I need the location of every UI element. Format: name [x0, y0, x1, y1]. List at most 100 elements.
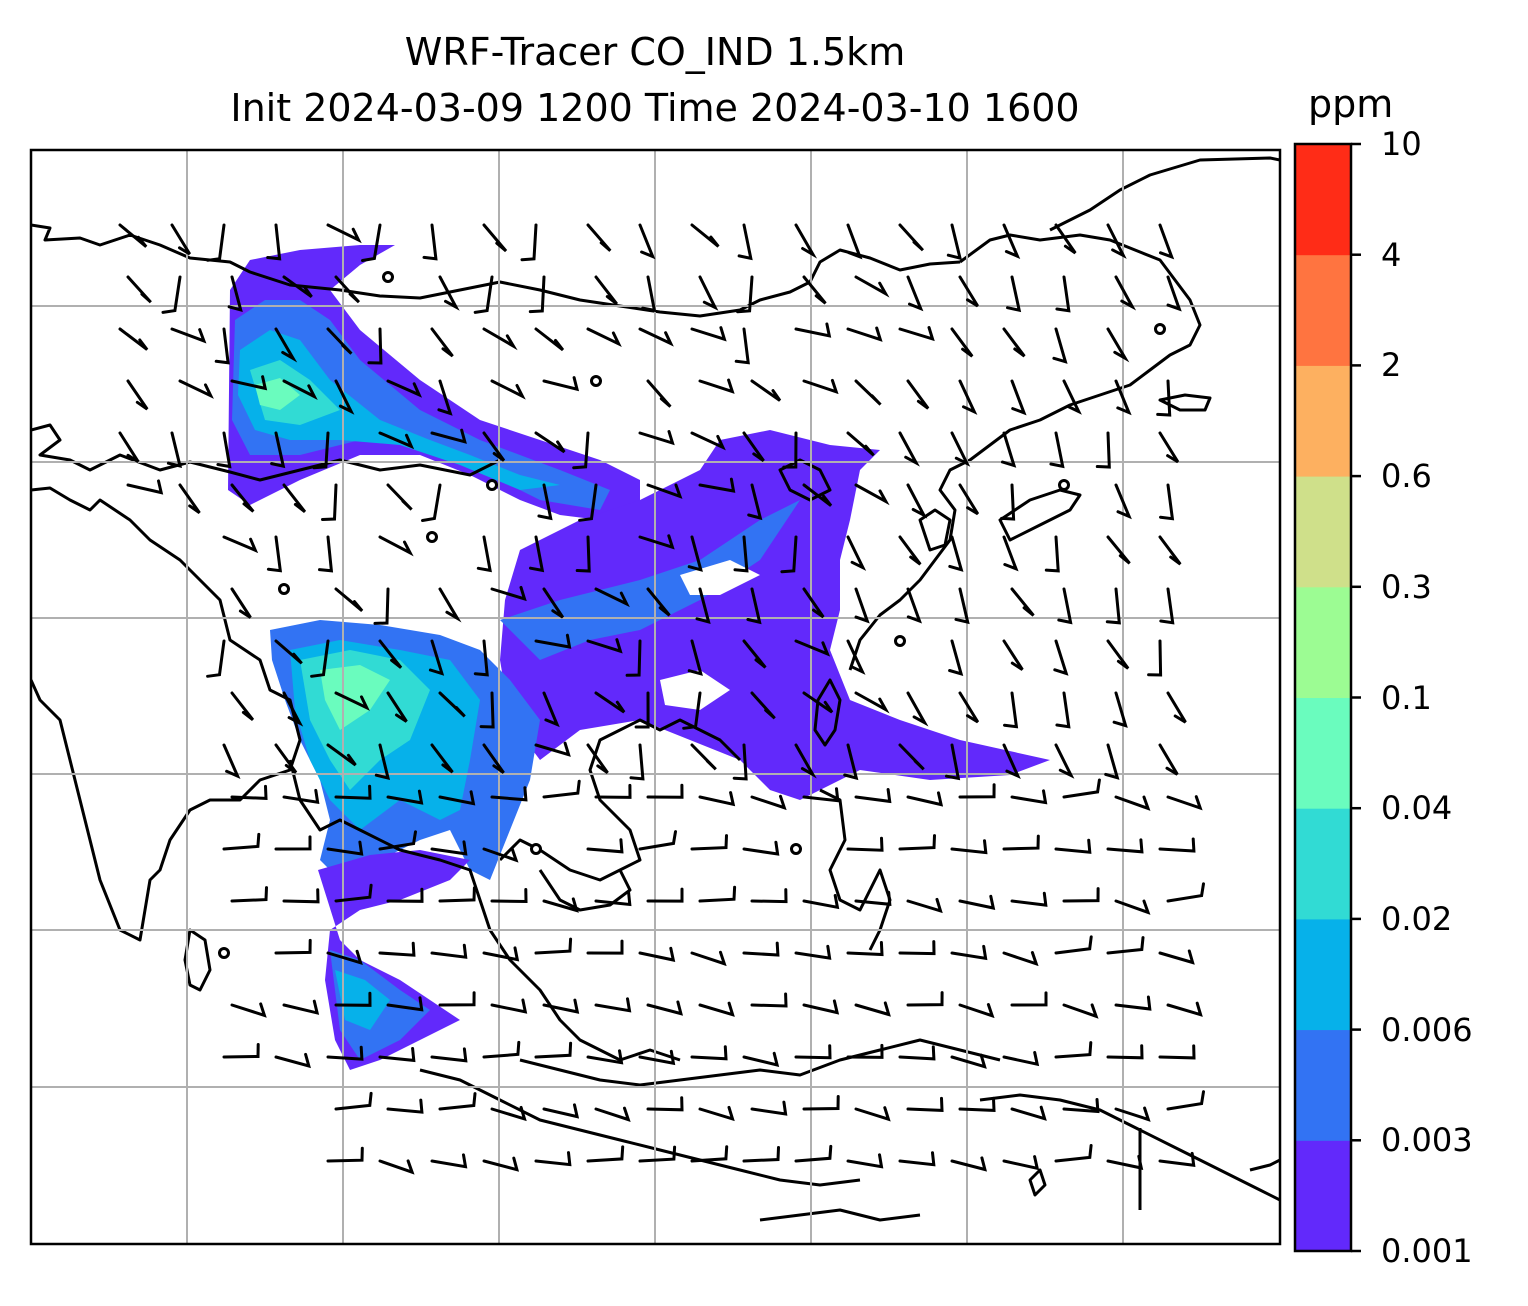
wind-barb: [386, 789, 424, 805]
wind-barb: [321, 483, 338, 521]
wind-barb: [230, 483, 255, 513]
wind-barb: [1002, 327, 1026, 358]
colorbar-tick-label: 0.02: [1381, 899, 1453, 938]
colorbar-segment: [1295, 586, 1351, 698]
wind-barb: [732, 743, 748, 781]
wind-barb: [1158, 837, 1196, 853]
colorbar-segment: [1295, 697, 1351, 809]
wind-barb: [282, 483, 307, 513]
wind-barb: [1106, 639, 1130, 670]
wind-barb: [906, 275, 924, 312]
wind-barb: [958, 894, 996, 910]
calm-marker: [1058, 479, 1070, 491]
wind-barb: [846, 431, 875, 457]
wind-barb: [906, 897, 943, 914]
wind-barb: [906, 483, 928, 519]
wind-barb: [802, 691, 834, 714]
wind-barb: [230, 375, 268, 391]
wind-barb: [638, 534, 675, 550]
wind-barb: [742, 431, 765, 463]
wind-barb: [586, 939, 624, 955]
wind-barb: [958, 691, 980, 724]
wind-barb: [422, 223, 438, 261]
wind-barb: [1001, 431, 1017, 468]
wind-barb: [1106, 535, 1131, 565]
wind-barb: [802, 275, 827, 305]
colorbar-segment: [1295, 476, 1351, 588]
wind-barb: [282, 788, 320, 804]
wind-barb: [629, 743, 645, 781]
wind-barb: [438, 991, 476, 1007]
wind-barb: [906, 1096, 944, 1112]
wind-barb: [746, 587, 762, 625]
wind-barb: [958, 275, 979, 308]
wind-barb: [638, 1049, 676, 1066]
wind-barb: [438, 691, 466, 718]
wind-barb: [906, 691, 929, 727]
wind-barb: [430, 1047, 468, 1063]
wind-barb: [698, 1105, 735, 1122]
wind-barb: [846, 1153, 884, 1169]
wind-barb: [586, 838, 624, 854]
wind-barb: [945, 743, 961, 781]
wind-barb: [646, 887, 684, 903]
wind-barb: [1062, 1003, 1099, 1019]
wind-barb: [898, 223, 925, 252]
wind-barb: [846, 326, 883, 342]
wind-barb: [1106, 1044, 1144, 1060]
wind-barb: [542, 691, 560, 728]
wind-barb: [170, 327, 207, 344]
wind-barb: [854, 788, 892, 804]
wind-barb: [537, 483, 553, 521]
wind-barb: [430, 1153, 468, 1169]
wind-barb: [594, 997, 632, 1013]
wind-barb: [1114, 1106, 1151, 1122]
wind-barb: [698, 791, 736, 807]
calm-wind-markers: [218, 271, 1166, 959]
wind-barb: [378, 941, 416, 957]
wind-barb: [698, 378, 735, 394]
colorbar-tick-label: 0.1: [1381, 678, 1432, 717]
wind-barb: [734, 327, 750, 365]
wind-barb: [386, 379, 423, 398]
wind-barb: [594, 1106, 631, 1122]
wind-barb: [950, 839, 988, 855]
wind-barb: [802, 378, 839, 395]
wind-barb: [282, 888, 320, 904]
wind-barb: [378, 1159, 415, 1175]
calm-marker: [894, 635, 906, 647]
wind-barb: [958, 379, 978, 415]
wind-barb: [950, 327, 974, 358]
wind-barb: [430, 327, 454, 358]
wind-barb: [794, 639, 831, 657]
wind-barb: [1114, 899, 1151, 915]
wind-barb: [542, 779, 581, 799]
colorbar-segment: [1295, 254, 1351, 366]
colorbar: [1295, 144, 1351, 1252]
wind-barb: [438, 886, 476, 903]
wind-barb: [1106, 936, 1145, 955]
wind-barb: [170, 223, 191, 256]
wind-barb: [428, 639, 445, 676]
wind-barb: [1112, 691, 1128, 728]
wind-barb: [698, 1001, 735, 1017]
wind-barb: [1052, 327, 1068, 364]
wind-barb: [1106, 327, 1130, 363]
wind-barb: [898, 535, 922, 566]
wind-barb: [386, 691, 408, 723]
wind-barb: [578, 483, 598, 522]
wind-barb: [386, 996, 424, 1012]
wind-barb: [846, 223, 863, 260]
wind-barb: [690, 431, 726, 451]
wind-barb: [1106, 1154, 1144, 1170]
wind-barb: [534, 741, 571, 757]
wind-barb: [126, 275, 152, 304]
wind-barb: [270, 431, 286, 469]
map-gridlines: [31, 150, 1280, 1244]
wind-barb: [161, 275, 182, 314]
wind-barb: [690, 1145, 729, 1163]
wind-barb: [482, 743, 505, 774]
wind-barb: [898, 1045, 936, 1061]
colorbar-tick-label: 10: [1381, 125, 1422, 163]
